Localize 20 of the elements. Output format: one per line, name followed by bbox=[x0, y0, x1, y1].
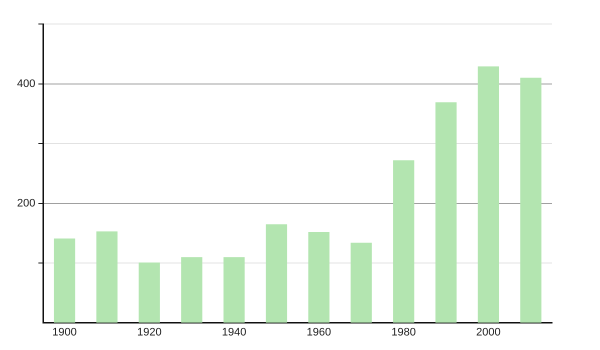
x-tick-label: 1900 bbox=[52, 326, 77, 338]
bar bbox=[96, 231, 118, 323]
bar bbox=[350, 242, 372, 323]
bar bbox=[54, 238, 76, 323]
y-tick-label: 400 bbox=[16, 78, 36, 90]
x-tick-label: 1920 bbox=[137, 326, 162, 338]
x-tick-label: 1980 bbox=[391, 326, 416, 338]
y-tick-label: 200 bbox=[16, 197, 36, 210]
x-tick-label: 1960 bbox=[306, 326, 332, 338]
bar bbox=[435, 102, 457, 323]
bar bbox=[224, 257, 245, 323]
x-tick-label: 1940 bbox=[222, 326, 246, 338]
bar bbox=[520, 78, 542, 323]
bar bbox=[393, 160, 414, 323]
bar bbox=[266, 224, 288, 323]
bar bbox=[478, 66, 500, 323]
bar bbox=[181, 257, 202, 323]
bar bbox=[308, 232, 330, 323]
x-tick-label: 2000 bbox=[476, 326, 501, 338]
bar bbox=[138, 262, 160, 323]
